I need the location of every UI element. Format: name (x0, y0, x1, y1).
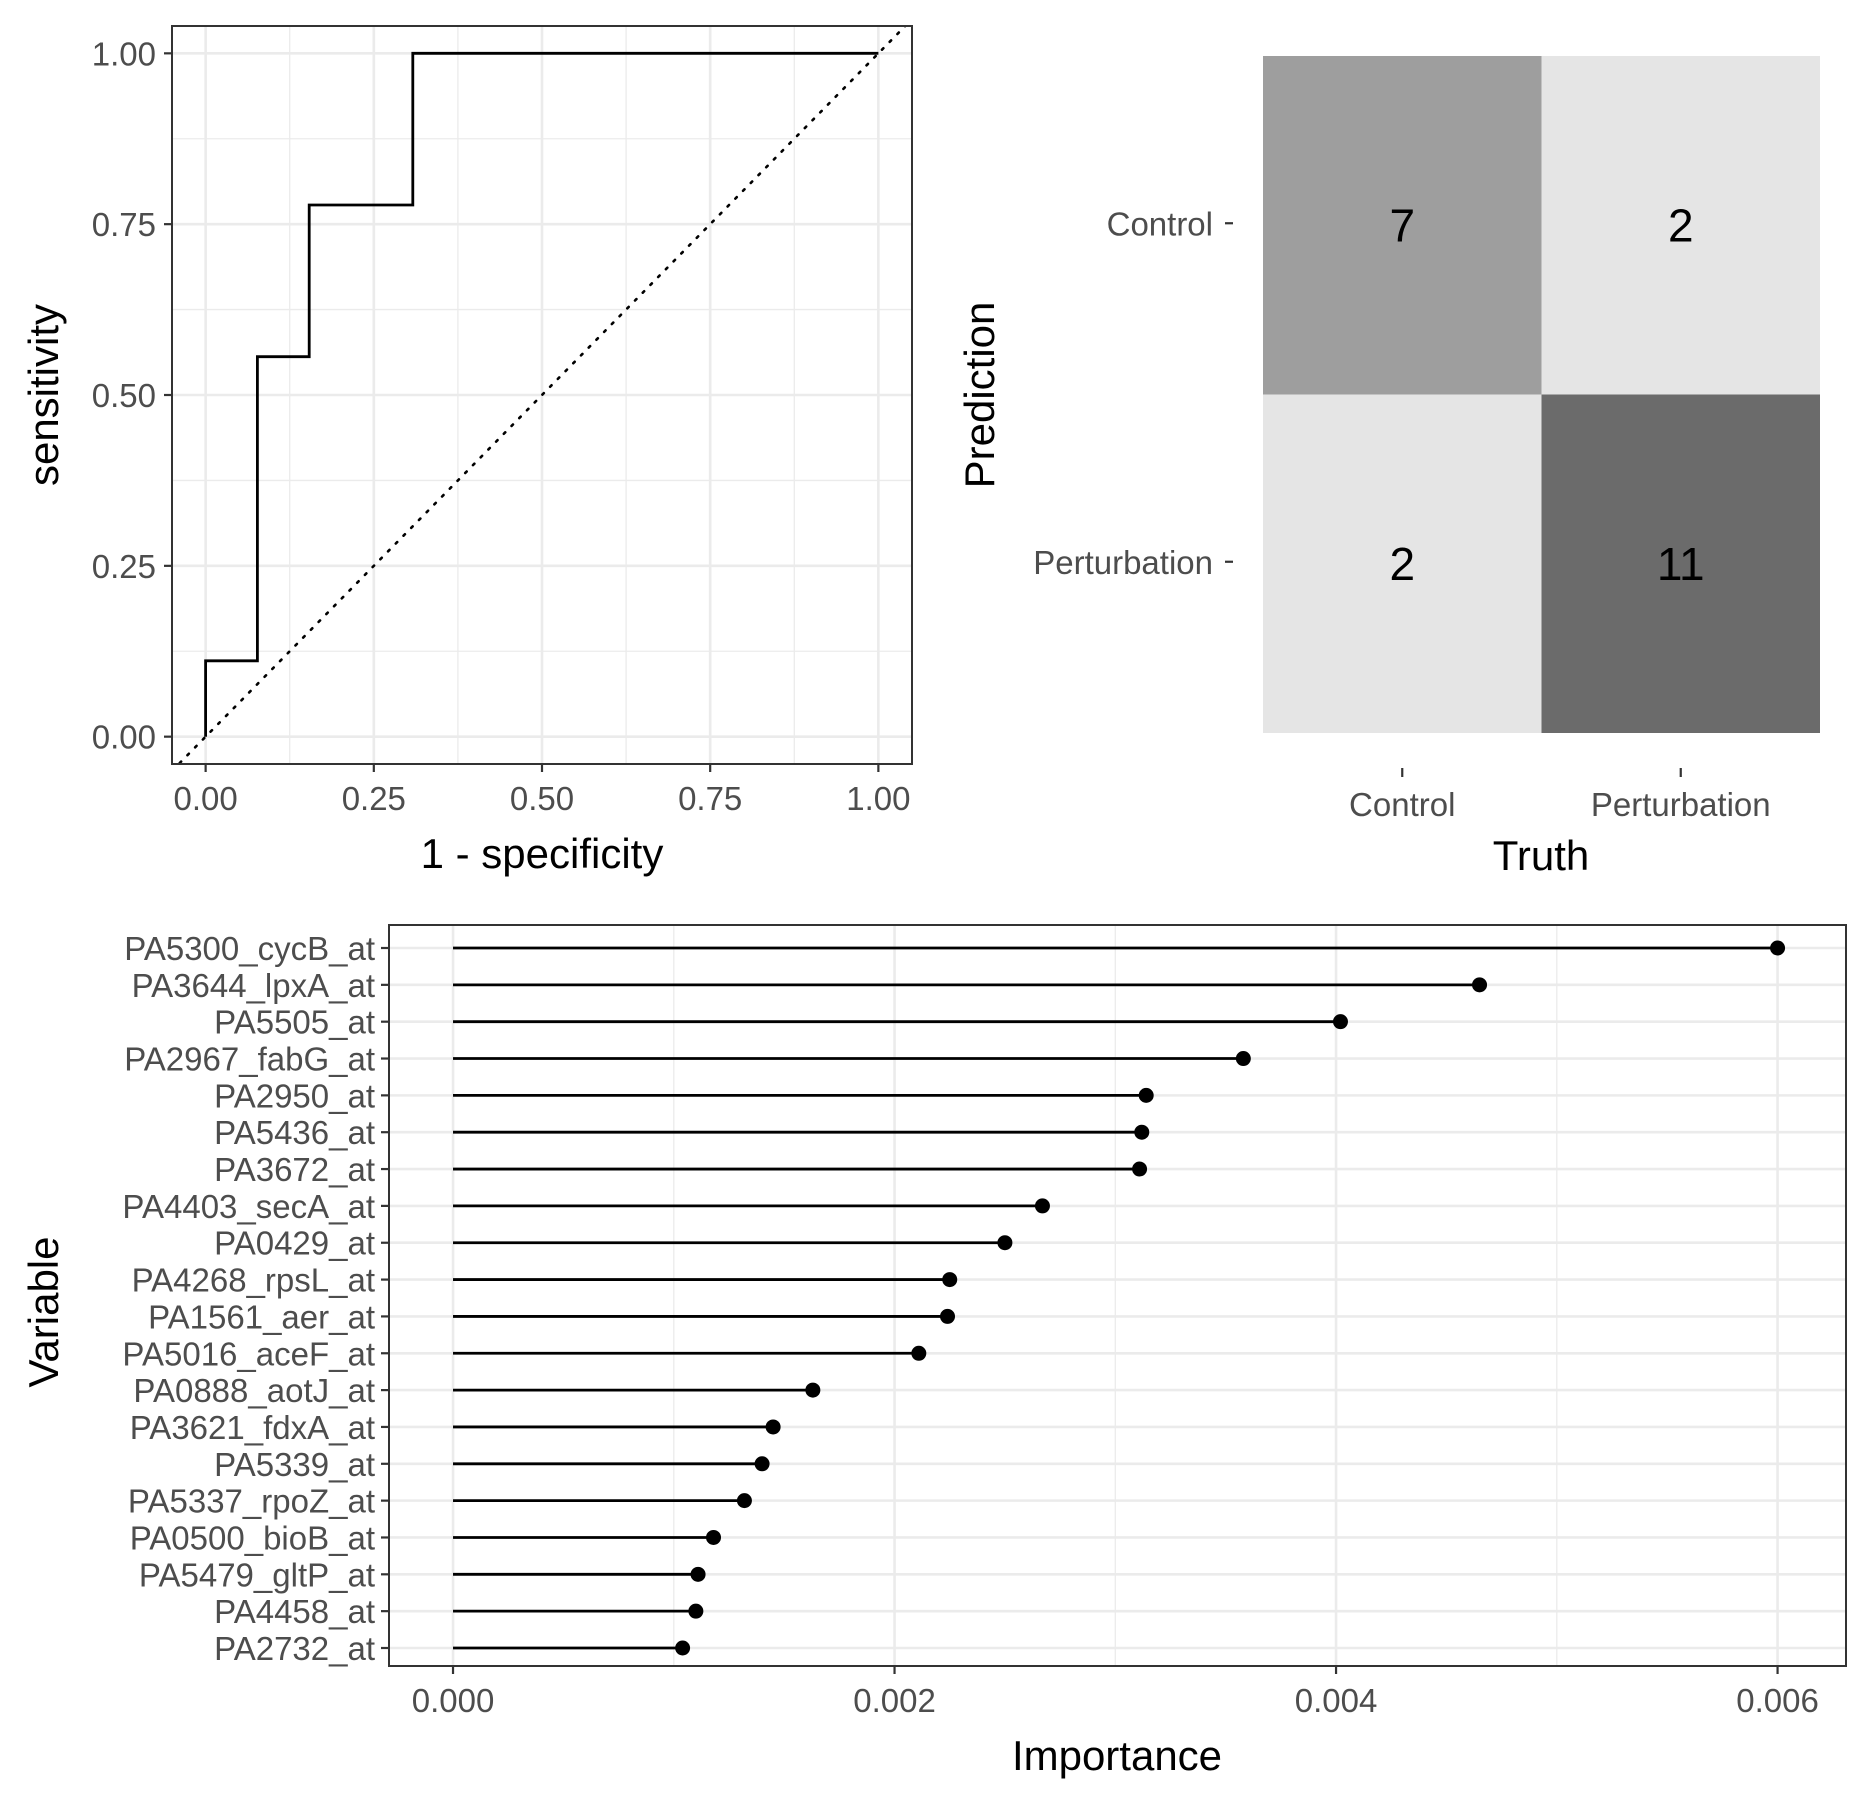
importance-point-PA5300_cycB_at (1770, 940, 1786, 956)
confusion-matrix-cells: 7 2 2 11 (1263, 56, 1820, 733)
importance-y-tick-label: PA2967_fabG_at (124, 1041, 375, 1078)
roc-x-tick-label: 1.00 (846, 780, 910, 817)
importance-y-tick-label: PA0888_aotJ_at (133, 1372, 375, 1409)
roc-x-axis-title: 1 - specificity (421, 830, 664, 877)
roc-x-tick-label: 0.50 (510, 780, 574, 817)
importance-point-PA5505_at (1332, 1014, 1348, 1030)
importance-y-tick-label: PA5339_at (214, 1446, 375, 1483)
importance-x-tick-label: 0.002 (853, 1682, 936, 1719)
cm-x-tick-label: Perturbation (1591, 786, 1771, 823)
cm-cell-perturbation-perturbation (1541, 394, 1820, 733)
cm-cell-control-control (1263, 56, 1542, 395)
importance-panel-border (388, 924, 1847, 1667)
cm-cell-control-perturbation (1541, 56, 1820, 395)
importance-point-PA0888_aotJ_at (805, 1382, 821, 1398)
cm-cell-perturbation-control (1263, 394, 1542, 733)
confusion-matrix-chart: 7 2 2 11 Control Perturbation Control Perturb… (956, 56, 1820, 879)
roc-y-axis-title: sensitivity (20, 304, 67, 486)
importance-point-PA4403_secA_at (1034, 1198, 1050, 1214)
roc-x-tick-label: 0.25 (342, 780, 406, 817)
importance-point-PA2967_fabG_at (1235, 1051, 1251, 1067)
roc-y-tick-label: 0.25 (92, 548, 156, 585)
importance-point-PA4458_at (688, 1603, 704, 1619)
roc-y-tick-label: 0.75 (92, 206, 156, 243)
importance-y-axis-title: Variable (20, 1237, 67, 1388)
roc-x-tick-label: 0.00 (174, 780, 238, 817)
cm-x-tick-label: Control (1349, 786, 1455, 823)
importance-y-tick-label: PA5479_gltP_at (139, 1556, 375, 1593)
roc-y-tick-label: 0.50 (92, 377, 156, 414)
importance-y-tick-label: PA2732_at (214, 1630, 375, 1667)
importance-y-tick-label: PA5300_cycB_at (124, 930, 375, 967)
importance-y-tick-label: PA5337_rpoZ_at (128, 1483, 375, 1520)
importance-x-axis: 0.000 0.002 0.004 0.006 (412, 1666, 1819, 1719)
importance-point-PA5339_at (754, 1456, 770, 1472)
importance-x-tick-label: 0.000 (412, 1682, 495, 1719)
importance-y-tick-label: PA0500_bioB_at (130, 1519, 375, 1556)
importance-point-PA2950_at (1138, 1087, 1154, 1103)
roc-y-tick-label: 1.00 (92, 35, 156, 72)
importance-y-tick-label: PA3644_lpxA_at (132, 967, 375, 1004)
roc-curve-line (204, 51, 879, 737)
importance-y-tick-label: PA1561_aer_at (148, 1298, 375, 1335)
roc-chart: 0.00 0.25 0.50 0.75 1.00 0.00 0.25 0.50 0.75 1.0… (20, 25, 913, 877)
importance-point-PA3644_lpxA_at (1472, 977, 1488, 993)
roc-y-axis: 0.00 0.25 0.50 0.75 1.00 (92, 35, 172, 756)
importance-y-tick-label: PA3621_fdxA_at (130, 1409, 375, 1446)
roc-x-axis: 0.00 0.25 0.50 0.75 1.00 (174, 764, 910, 817)
importance-y-tick-label: PA4403_secA_at (122, 1188, 375, 1225)
importance-point-PA4268_rpsL_at (942, 1272, 958, 1288)
importance-lollipops (453, 940, 1786, 1656)
importance-x-tick-label: 0.004 (1295, 1682, 1378, 1719)
importance-y-tick-label: PA3672_at (214, 1151, 375, 1188)
importance-point-PA1561_aer_at (940, 1308, 956, 1324)
importance-point-PA2732_at (675, 1640, 691, 1656)
cm-cell-label-control-perturbation: 2 (1668, 199, 1694, 251)
cm-x-axis: Control Perturbation (1349, 768, 1771, 823)
importance-y-tick-label: PA2950_at (214, 1077, 375, 1114)
importance-point-PA0429_at (997, 1235, 1013, 1251)
importance-point-PA5479_gltP_at (690, 1566, 706, 1582)
importance-y-tick-label: PA0429_at (214, 1225, 375, 1262)
cm-x-axis-title: Truth (1493, 832, 1589, 879)
cm-cell-label-control-control: 7 (1389, 199, 1415, 251)
roc-chance-line (176, 26, 908, 764)
cm-y-axis: Control Perturbation (1033, 205, 1233, 581)
cm-y-axis-title: Prediction (956, 302, 1003, 489)
importance-y-axis: PA5300_cycB_atPA3644_lpxA_atPA5505_atPA2… (122, 930, 389, 1667)
cm-y-tick-label: Perturbation (1033, 544, 1213, 581)
cm-cell-label-perturbation-control: 2 (1389, 538, 1415, 590)
importance-y-tick-label: PA5505_at (214, 1004, 375, 1041)
importance-point-PA0500_bioB_at (706, 1529, 722, 1545)
importance-x-tick-label: 0.006 (1736, 1682, 1819, 1719)
importance-point-PA5436_at (1134, 1124, 1150, 1140)
importance-point-PA3621_fdxA_at (765, 1419, 781, 1435)
roc-lines (176, 26, 908, 764)
cm-y-tick-label: Control (1107, 205, 1213, 242)
importance-y-tick-label: PA4458_at (214, 1593, 375, 1630)
importance-x-axis-title: Importance (1012, 1732, 1222, 1779)
cm-cell-label-perturbation-perturbation: 11 (1657, 538, 1705, 590)
importance-y-tick-label: PA5016_aceF_at (122, 1335, 375, 1372)
roc-x-tick-label: 0.75 (678, 780, 742, 817)
importance-chart: 0.000 0.002 0.004 0.006 PA5300_cycB_atPA364… (20, 924, 1847, 1779)
importance-point-PA5337_rpoZ_at (736, 1493, 752, 1509)
importance-y-tick-label: PA4268_rpsL_at (132, 1262, 375, 1299)
importance-y-tick-label: PA5436_at (214, 1114, 375, 1151)
roc-y-tick-label: 0.00 (92, 719, 156, 756)
importance-point-PA5016_aceF_at (911, 1345, 927, 1361)
importance-point-PA3672_at (1132, 1161, 1148, 1177)
